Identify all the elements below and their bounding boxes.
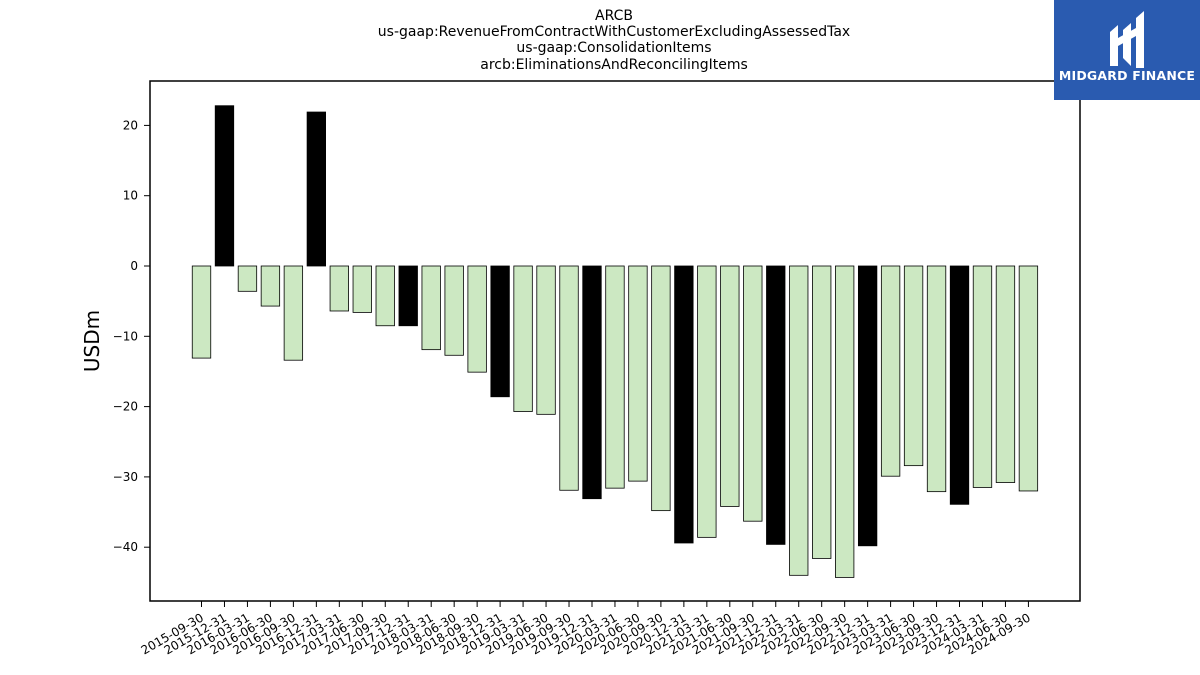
bar-2024-06-30 <box>995 265 1016 483</box>
bar-2019-12-31 <box>582 265 602 500</box>
bar-2021-09-30 <box>743 265 763 522</box>
brand-logo: MIDGARD FINANCE <box>1054 0 1200 100</box>
bar-2018-09-30 <box>467 265 487 373</box>
bar-2022-06-30 <box>812 265 832 559</box>
title-line-1: ARCB <box>595 8 633 24</box>
bar-2023-09-30 <box>926 265 947 493</box>
bar-2023-12-31 <box>949 265 970 505</box>
x-axis: 2015-09-302015-12-312016-03-312016-06-30… <box>139 601 1033 657</box>
plot-frame <box>149 80 1081 602</box>
bar-2017-06-30 <box>352 265 372 313</box>
bar-2019-09-30 <box>559 265 579 491</box>
bar-2017-03-31 <box>329 265 349 312</box>
bar-2020-03-31 <box>605 265 625 489</box>
bar-2023-03-31 <box>880 265 901 477</box>
y-tick-label: −20 <box>113 400 138 414</box>
bar-2021-06-30 <box>720 265 740 507</box>
title-line-4: arcb:EliminationsAndReconcilingItems <box>480 57 748 73</box>
y-tick-label: −30 <box>113 470 138 484</box>
bar-2024-09-30 <box>1018 265 1039 492</box>
y-axis-label: USDm <box>80 310 104 372</box>
bar-2015-09-30 <box>191 265 212 359</box>
y-tick-label: 20 <box>123 118 138 132</box>
bar-2018-06-30 <box>444 265 464 356</box>
bar-2020-09-30 <box>651 265 671 512</box>
bar-2023-06-30 <box>903 265 924 467</box>
bar-2020-06-30 <box>628 265 648 482</box>
bar-2024-03-31 <box>972 265 993 488</box>
bar-2019-03-31 <box>513 265 533 412</box>
bar-2016-03-31 <box>237 265 258 292</box>
logo-text: MIDGARD FINANCE <box>1058 68 1196 83</box>
bar-2019-06-30 <box>536 265 556 415</box>
bar-2017-09-30 <box>375 265 395 327</box>
bar-2022-03-31 <box>789 265 809 576</box>
chart-title: ARCB us-gaap:RevenueFromContractWithCust… <box>378 8 850 73</box>
bars-group <box>191 105 1039 578</box>
title-line-2: us-gaap:RevenueFromContractWithCustomerE… <box>378 24 850 40</box>
bar-2016-06-30 <box>260 265 281 307</box>
bar-2018-12-31 <box>490 265 510 398</box>
y-tick-label: 0 <box>130 259 138 273</box>
bar-2016-12-31 <box>306 111 327 267</box>
bar-2015-12-31 <box>214 105 235 267</box>
bar-2017-12-31 <box>398 265 418 327</box>
y-tick-label: −40 <box>113 540 138 554</box>
title-line-3: us-gaap:ConsolidationItems <box>516 40 711 56</box>
bar-2020-12-31 <box>674 265 694 544</box>
bar-2018-03-31 <box>421 265 441 351</box>
y-tick-label: −10 <box>113 329 138 343</box>
bar-2022-09-30 <box>835 265 855 578</box>
bar-2016-09-30 <box>283 265 304 361</box>
bar-2021-12-31 <box>766 265 786 545</box>
logo-mark-icon <box>1110 11 1144 68</box>
bar-2022-12-31 <box>857 265 878 547</box>
bar-2021-03-31 <box>697 265 717 538</box>
y-tick-label: 10 <box>123 189 138 203</box>
y-axis: 20 10 0 −10 −20 −30 −40 <box>113 118 150 554</box>
